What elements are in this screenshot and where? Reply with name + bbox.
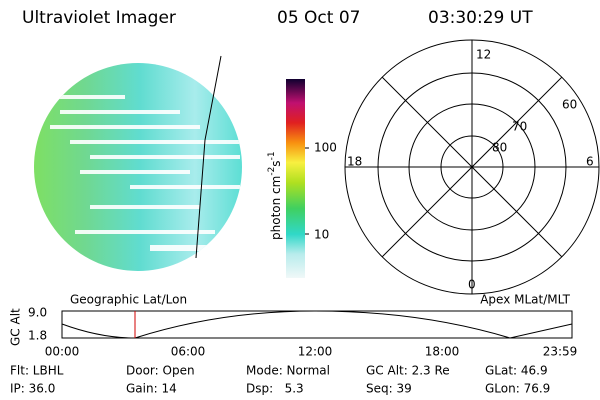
colorbar [286, 79, 305, 278]
orbit-title: Geographic Lat/Lon [70, 293, 187, 307]
orbit-xtick: 06:00 [171, 345, 206, 359]
mlat-label: 80 [492, 141, 507, 155]
orbit-xtick: 18:00 [425, 345, 460, 359]
mlat-label: 70 [512, 120, 527, 134]
info-field: Door: Open [126, 364, 195, 378]
orbit-xtick: 12:00 [298, 345, 333, 359]
info-field: GC Alt: 2.3 Re [366, 364, 450, 378]
terminator [195, 55, 222, 259]
orbit-ytick: 1.8 [28, 329, 47, 343]
mlt-label: 6 [586, 155, 594, 169]
orbit-axis-label: GC Alt [9, 308, 23, 346]
time: 03:30:29 UT [428, 8, 533, 28]
orbit-xtick: 23:59 [543, 345, 578, 359]
mlt-label: 0 [468, 278, 476, 292]
instrument: Ultraviolet Imager [22, 8, 176, 28]
earth-image [34, 63, 242, 271]
orbit-curve [61, 310, 573, 339]
orbit-ytick: 9.0 [28, 306, 47, 320]
colorbar-tick: 10 [314, 228, 329, 242]
orbit-title: Apex MLat/MLT [480, 293, 570, 307]
info-field: Flt: LBHL [10, 364, 64, 378]
info-field: GLon: 76.9 [485, 382, 550, 396]
orbit-xtick: 00:00 [45, 345, 80, 359]
colorbar-label: photon cm-2s-1 [267, 151, 283, 240]
info-field: IP: 36.0 [10, 382, 55, 396]
info-field: Gain: 14 [126, 382, 177, 396]
mlt-label: 18 [347, 155, 362, 169]
colorbar-tick: 100 [314, 141, 337, 155]
info-field: Seq: 39 [366, 382, 412, 396]
info-field: Dsp: 5.3 [246, 382, 304, 396]
info-field: GLat: 46.9 [485, 364, 548, 378]
polar-grid [344, 39, 600, 295]
info-field: Mode: Normal [246, 364, 330, 378]
mlt-label: 12 [476, 48, 491, 62]
mlat-label: 60 [562, 98, 577, 112]
info: Flt: LBHL Door: Open Mode: Normal GC Alt: 2… [10, 364, 550, 396]
date: 05 Oct 07 [277, 8, 360, 28]
